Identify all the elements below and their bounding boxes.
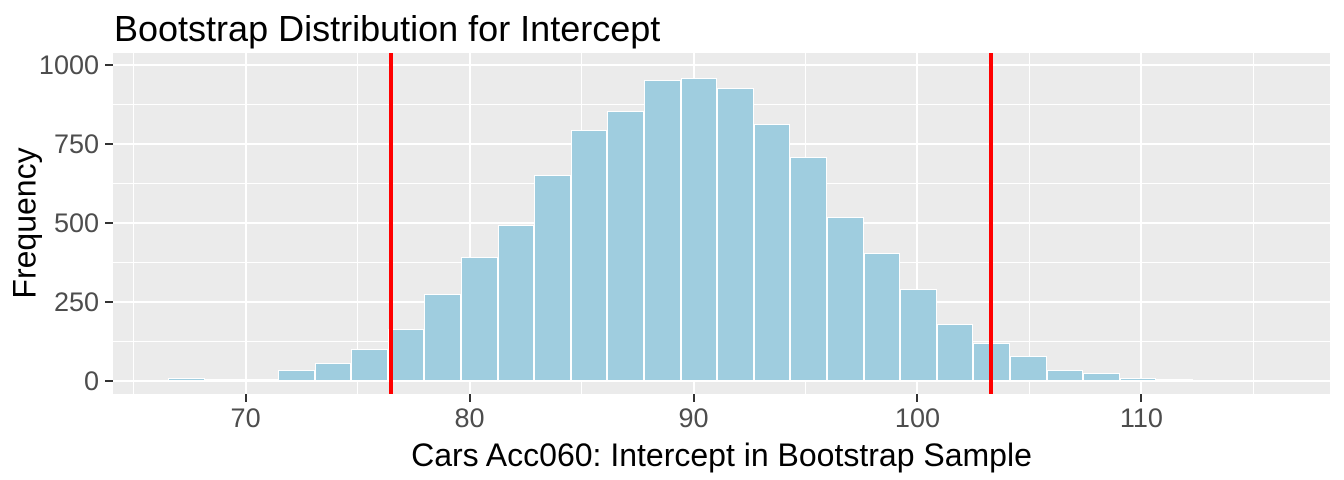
histogram-bar: [1119, 377, 1157, 381]
histogram-bar: [387, 328, 425, 381]
x-axis-tick: [916, 394, 919, 402]
x-tick-label: 90: [678, 403, 709, 433]
histogram-bar: [497, 224, 535, 381]
histogram-bar: [607, 110, 645, 381]
x-tick-label: 70: [230, 403, 261, 433]
chart-title: Bootstrap Distribution for Intercept: [114, 8, 661, 49]
histogram-bar: [1010, 355, 1047, 381]
x-major-gridline: [468, 53, 471, 394]
x-axis-tick: [1140, 394, 1143, 402]
histogram-bar: [936, 324, 974, 381]
y-axis-tick: [105, 379, 113, 382]
y-axis-tick: [105, 63, 113, 66]
histogram-bar: [168, 378, 205, 381]
y-tick-label: 1000: [38, 49, 99, 80]
ci-bound-line: [389, 53, 394, 394]
histogram-bar: [534, 174, 571, 381]
y-major-gridline: [113, 379, 1330, 382]
x-major-gridline: [916, 53, 919, 394]
y-axis-tick: [105, 142, 113, 145]
x-axis-tick: [244, 394, 247, 402]
histogram-bar: [424, 294, 462, 381]
histogram-bar: [314, 363, 352, 381]
y-tick-label: 750: [53, 128, 99, 159]
histogram-bar: [680, 77, 718, 381]
x-tick-label: 110: [1119, 403, 1163, 433]
y-axis-tick: [105, 221, 113, 224]
ci-bound-line: [989, 53, 994, 394]
histogram-bar: [863, 253, 901, 381]
y-axis-tick: [105, 300, 113, 303]
y-major-gridline: [113, 63, 1330, 66]
plot-panel: [113, 53, 1330, 394]
histogram-bar: [351, 349, 388, 381]
histogram-bar: [900, 289, 937, 381]
x-axis-tick: [692, 394, 695, 402]
x-major-gridline: [1140, 53, 1143, 394]
histogram-bar: [753, 124, 791, 381]
histogram-bar: [644, 80, 681, 381]
x-tick-label: 80: [454, 403, 485, 433]
histogram-bar: [1083, 372, 1120, 381]
histogram-bar: [241, 378, 279, 381]
histogram-bar: [790, 156, 828, 381]
x-axis-title: Cars Acc060: Intercept in Bootstrap Samp…: [411, 437, 1032, 473]
histogram-bar: [278, 369, 315, 381]
histogram-bar: [1046, 370, 1084, 381]
x-axis-tick: [468, 394, 471, 402]
y-tick-label: 500: [53, 207, 99, 238]
histogram-bar: [461, 257, 498, 381]
histogram-bar: [717, 87, 754, 381]
histogram-bar: [1156, 378, 1193, 381]
y-tick-label: 250: [53, 286, 99, 317]
histogram-bar: [827, 217, 864, 381]
x-tick-label: 100: [894, 403, 940, 433]
histogram-bar: [570, 130, 608, 381]
histogram-bar: [204, 378, 242, 381]
y-tick-label: 0: [83, 365, 99, 396]
x-major-gridline: [244, 53, 247, 394]
